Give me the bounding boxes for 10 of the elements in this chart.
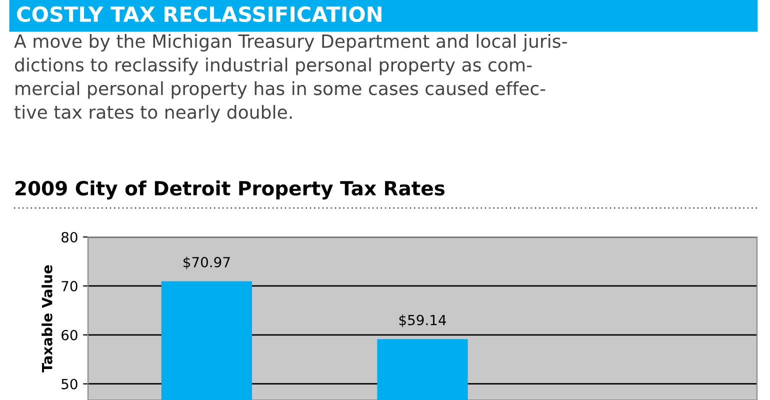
text: 2009 City of Detroit Property Tax Rates: [16, 180, 445, 200]
y-tick-label: 80: [62, 232, 78, 242]
data-label: $59.14: [399, 314, 446, 328]
chart-title: COSTLY TAX RECLASSIFICATION: [17, 6, 382, 22]
y-tick-label: 50: [62, 378, 78, 390]
y-axis-title: Taxable Value: [42, 265, 52, 372]
chart-subtitle: A move by the Michigan Treasury Department and local juris- dictions to reclassify industrial personal property as com- mercial personal property has in some cases caused effec- tive tax rates to nearly double.: [14, 34, 567, 122]
data-label: $70.97: [184, 256, 230, 270]
y-tick-label: 60: [62, 330, 78, 340]
y-tick-label: 70: [62, 280, 78, 292]
